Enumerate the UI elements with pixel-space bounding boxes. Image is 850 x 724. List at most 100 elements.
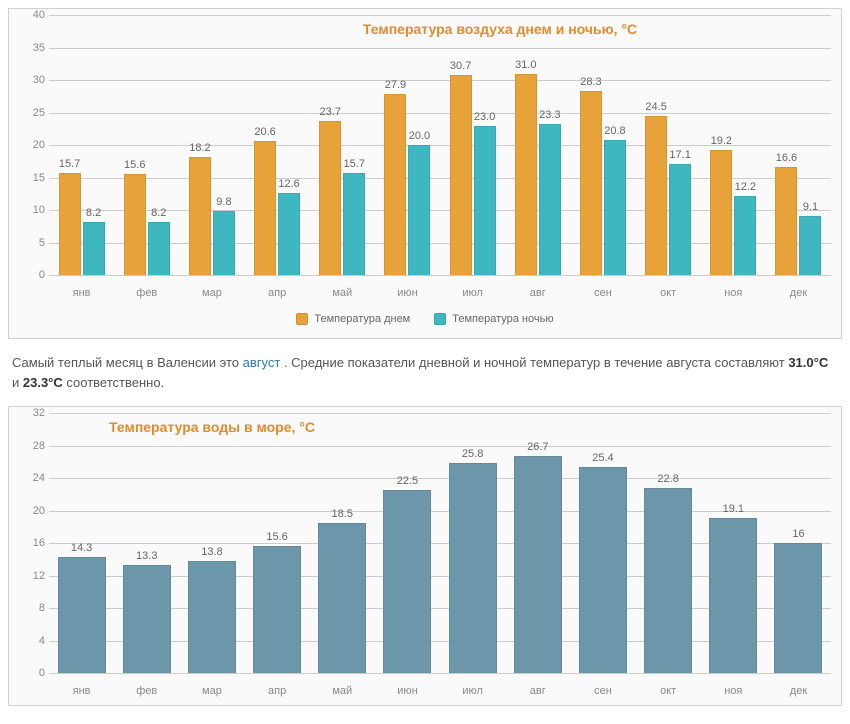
bar-value-label: 15.7 <box>344 158 365 170</box>
bar-value-label: 15.6 <box>124 159 145 171</box>
bar: 9.1 <box>799 216 821 275</box>
x-tick-label: мар <box>179 287 244 299</box>
bar-value-label: 22.8 <box>657 473 678 485</box>
x-tick-label: июл <box>440 287 505 299</box>
y-tick-label: 10 <box>17 204 45 216</box>
bar-group: 15.6 8.2 <box>114 15 179 275</box>
bar-value-label: 16 <box>792 528 804 540</box>
bar: 16.6 <box>775 167 797 275</box>
water-temp-chart: Температура воды в море, °C 048121620242… <box>8 406 842 706</box>
bar: 8.2 <box>148 222 170 275</box>
x-tick-label: июн <box>375 287 440 299</box>
y-tick-label: 28 <box>17 440 45 452</box>
bar-group: 25.8 <box>440 413 505 673</box>
bar-value-label: 19.1 <box>723 503 744 515</box>
bar-group: 13.3 <box>114 413 179 673</box>
bar: 25.8 <box>449 463 497 673</box>
bars-row: 15.78.215.68.218.29.820.612.623.715.727.… <box>49 15 831 275</box>
x-tick-label: июн <box>375 685 440 697</box>
bars-row: 14.313.313.815.618.522.525.826.725.422.8… <box>49 413 831 673</box>
air-temp-chart: Температура воздуха днем и ночью, °C 051… <box>8 8 842 339</box>
bar: 23.3 <box>539 124 561 275</box>
bar-value-label: 31.0 <box>515 59 536 71</box>
bar-group: 26.7 <box>505 413 570 673</box>
caption-value-day: 31.0°C <box>788 355 828 370</box>
bar-value-label: 28.3 <box>580 76 601 88</box>
bar-value-label: 20.8 <box>604 125 625 137</box>
bar: 22.8 <box>644 488 692 673</box>
bar: 28.3 <box>580 91 602 275</box>
x-tick-label: авг <box>505 685 570 697</box>
air-x-axis: янвфевмарапрмайиюниюлавгсеноктноядек <box>49 281 831 307</box>
x-tick-label: май <box>310 685 375 697</box>
y-tick-label: 32 <box>17 407 45 419</box>
bar-value-label: 17.1 <box>669 149 690 161</box>
water-chart-title: Температура воды в море, °C <box>49 419 831 435</box>
bar-group: 15.7 8.2 <box>49 15 114 275</box>
x-tick-label: май <box>310 287 375 299</box>
bar-group: 20.612.6 <box>245 15 310 275</box>
bar: 17.1 <box>669 164 691 275</box>
legend-item: Температура днем <box>296 313 410 325</box>
caption-text-mid: . Средние показатели дневной и ночной те… <box>284 355 788 370</box>
link-august[interactable]: август <box>243 355 281 370</box>
bar-value-label: 8.2 <box>86 207 101 219</box>
bar: 23.0 <box>474 126 496 276</box>
bar-value-label: 9.8 <box>216 196 231 208</box>
bar-group: 23.7 15.7 <box>310 15 375 275</box>
bar: 8.2 <box>83 222 105 275</box>
y-tick-label: 24 <box>17 472 45 484</box>
y-tick-label: 25 <box>17 107 45 119</box>
x-tick-label: окт <box>636 287 701 299</box>
bar: 26.7 <box>514 456 562 673</box>
legend-label: Температура днем <box>314 313 410 325</box>
bar-value-label: 25.4 <box>592 452 613 464</box>
bar-value-label: 13.8 <box>201 546 222 558</box>
bar-value-label: 27.9 <box>385 79 406 91</box>
x-tick-label: авг <box>505 287 570 299</box>
bar: 12.6 <box>278 193 300 275</box>
bar: 20.6 <box>254 141 276 275</box>
x-tick-label: июл <box>440 685 505 697</box>
bar-value-label: 15.7 <box>59 158 80 170</box>
bar: 15.7 <box>343 173 365 275</box>
bar-value-label: 24.5 <box>645 101 666 113</box>
bar-value-label: 23.7 <box>320 106 341 118</box>
y-tick-label: 30 <box>17 74 45 86</box>
y-tick-label: 16 <box>17 537 45 549</box>
y-tick-label: 8 <box>17 602 45 614</box>
bar-value-label: 13.3 <box>136 550 157 562</box>
bar-group: 28.320.8 <box>570 15 635 275</box>
y-tick-label: 0 <box>17 269 45 281</box>
y-tick-label: 0 <box>17 667 45 679</box>
bar-value-label: 19.2 <box>711 135 732 147</box>
legend-swatch <box>434 313 446 325</box>
x-tick-label: янв <box>49 287 114 299</box>
bar: 31.0 <box>515 74 537 276</box>
bar-group: 25.4 <box>570 413 635 673</box>
x-tick-label: дек <box>766 685 831 697</box>
x-tick-label: ноя <box>701 287 766 299</box>
y-tick-label: 4 <box>17 635 45 647</box>
bar-group: 22.8 <box>636 413 701 673</box>
bar-value-label: 23.0 <box>474 111 495 123</box>
legend-item: Температура ночью <box>434 313 553 325</box>
bar-group: 13.8 <box>179 413 244 673</box>
bar-group: 31.023.3 <box>505 15 570 275</box>
x-tick-label: апр <box>245 685 310 697</box>
bar-group: 16 <box>766 413 831 673</box>
bar-group: 24.5 17.1 <box>636 15 701 275</box>
bar: 13.8 <box>188 561 236 673</box>
bar: 19.1 <box>709 518 757 673</box>
bar: 30.7 <box>450 75 472 275</box>
air-chart-title: Температура воздуха днем и ночью, °C <box>49 21 831 37</box>
bar-value-label: 16.6 <box>776 152 797 164</box>
bar: 12.2 <box>734 196 756 275</box>
x-tick-label: янв <box>49 685 114 697</box>
bar: 25.4 <box>579 467 627 673</box>
air-plot-area: Температура воздуха днем и ночью, °C 051… <box>49 15 831 275</box>
x-tick-label: фев <box>114 287 179 299</box>
bar-value-label: 8.2 <box>151 207 166 219</box>
y-tick-label: 20 <box>17 139 45 151</box>
grid-line <box>49 275 831 276</box>
